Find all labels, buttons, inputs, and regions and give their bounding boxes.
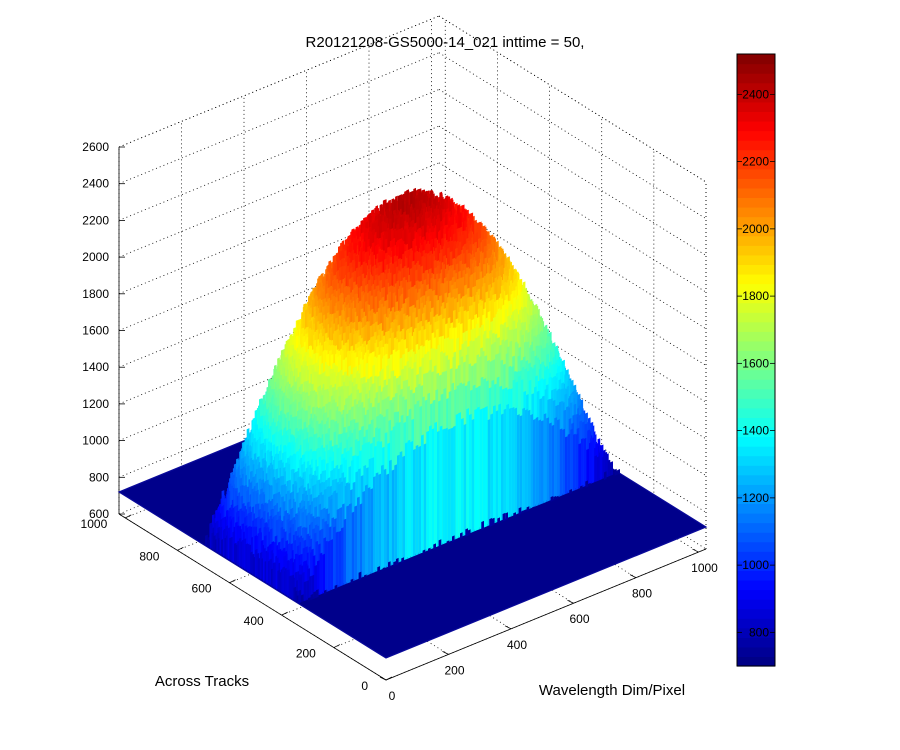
z-tick-label: 1600 xyxy=(82,324,109,338)
z-tick-label: 600 xyxy=(89,507,109,521)
colorbar-tick-label: 2000 xyxy=(742,222,769,236)
z-tick-label: 2000 xyxy=(82,250,109,264)
z-tick-label: 800 xyxy=(89,470,109,484)
colorbar-tick-label: 1200 xyxy=(742,491,769,505)
y-tick-label: 0 xyxy=(361,679,368,693)
colorbar-tick-label: 2200 xyxy=(742,155,769,169)
x-tick-label: 200 xyxy=(444,663,464,677)
z-tick-label: 1000 xyxy=(82,434,109,448)
z-tick-label: 1400 xyxy=(82,360,109,374)
colorbar-tick-label: 1600 xyxy=(742,356,769,370)
colorbar-tick-label: 2400 xyxy=(742,87,769,101)
colorbar-tick-label: 800 xyxy=(749,625,769,639)
y-tick-label: 1000 xyxy=(81,517,108,531)
y-tick-label: 400 xyxy=(244,614,264,628)
x-tick-label: 600 xyxy=(569,612,589,626)
z-tick-label: 1200 xyxy=(82,397,109,411)
axes-ticks: 6008001000120014001600180020002200240026… xyxy=(81,140,719,703)
x-axis-label: Wavelength Dim/Pixel xyxy=(539,682,685,699)
colorbar-tick-label: 1800 xyxy=(742,289,769,303)
x-tick-label: 800 xyxy=(632,587,652,601)
z-tick-label: 2200 xyxy=(82,213,109,227)
z-tick-label: 1800 xyxy=(82,287,109,301)
x-tick-label: 1000 xyxy=(691,561,718,575)
y-tick-label: 800 xyxy=(139,549,159,563)
y-tick-label: 600 xyxy=(192,582,212,596)
x-tick-label: 0 xyxy=(389,689,396,703)
y-tick-label: 200 xyxy=(296,647,316,661)
x-tick-label: 400 xyxy=(507,638,527,652)
colorbar-tick-label: 1400 xyxy=(742,424,769,438)
z-tick-label: 2400 xyxy=(82,177,109,191)
z-tick-label: 2600 xyxy=(82,140,109,154)
y-axis-label: Across Tracks xyxy=(155,673,249,690)
colorbar-tick-label: 1000 xyxy=(742,558,769,572)
surface-plot xyxy=(117,187,708,659)
colorbar: 800 1000 1200 1400 1600 1800 2000 2200 2400 xyxy=(736,53,776,667)
